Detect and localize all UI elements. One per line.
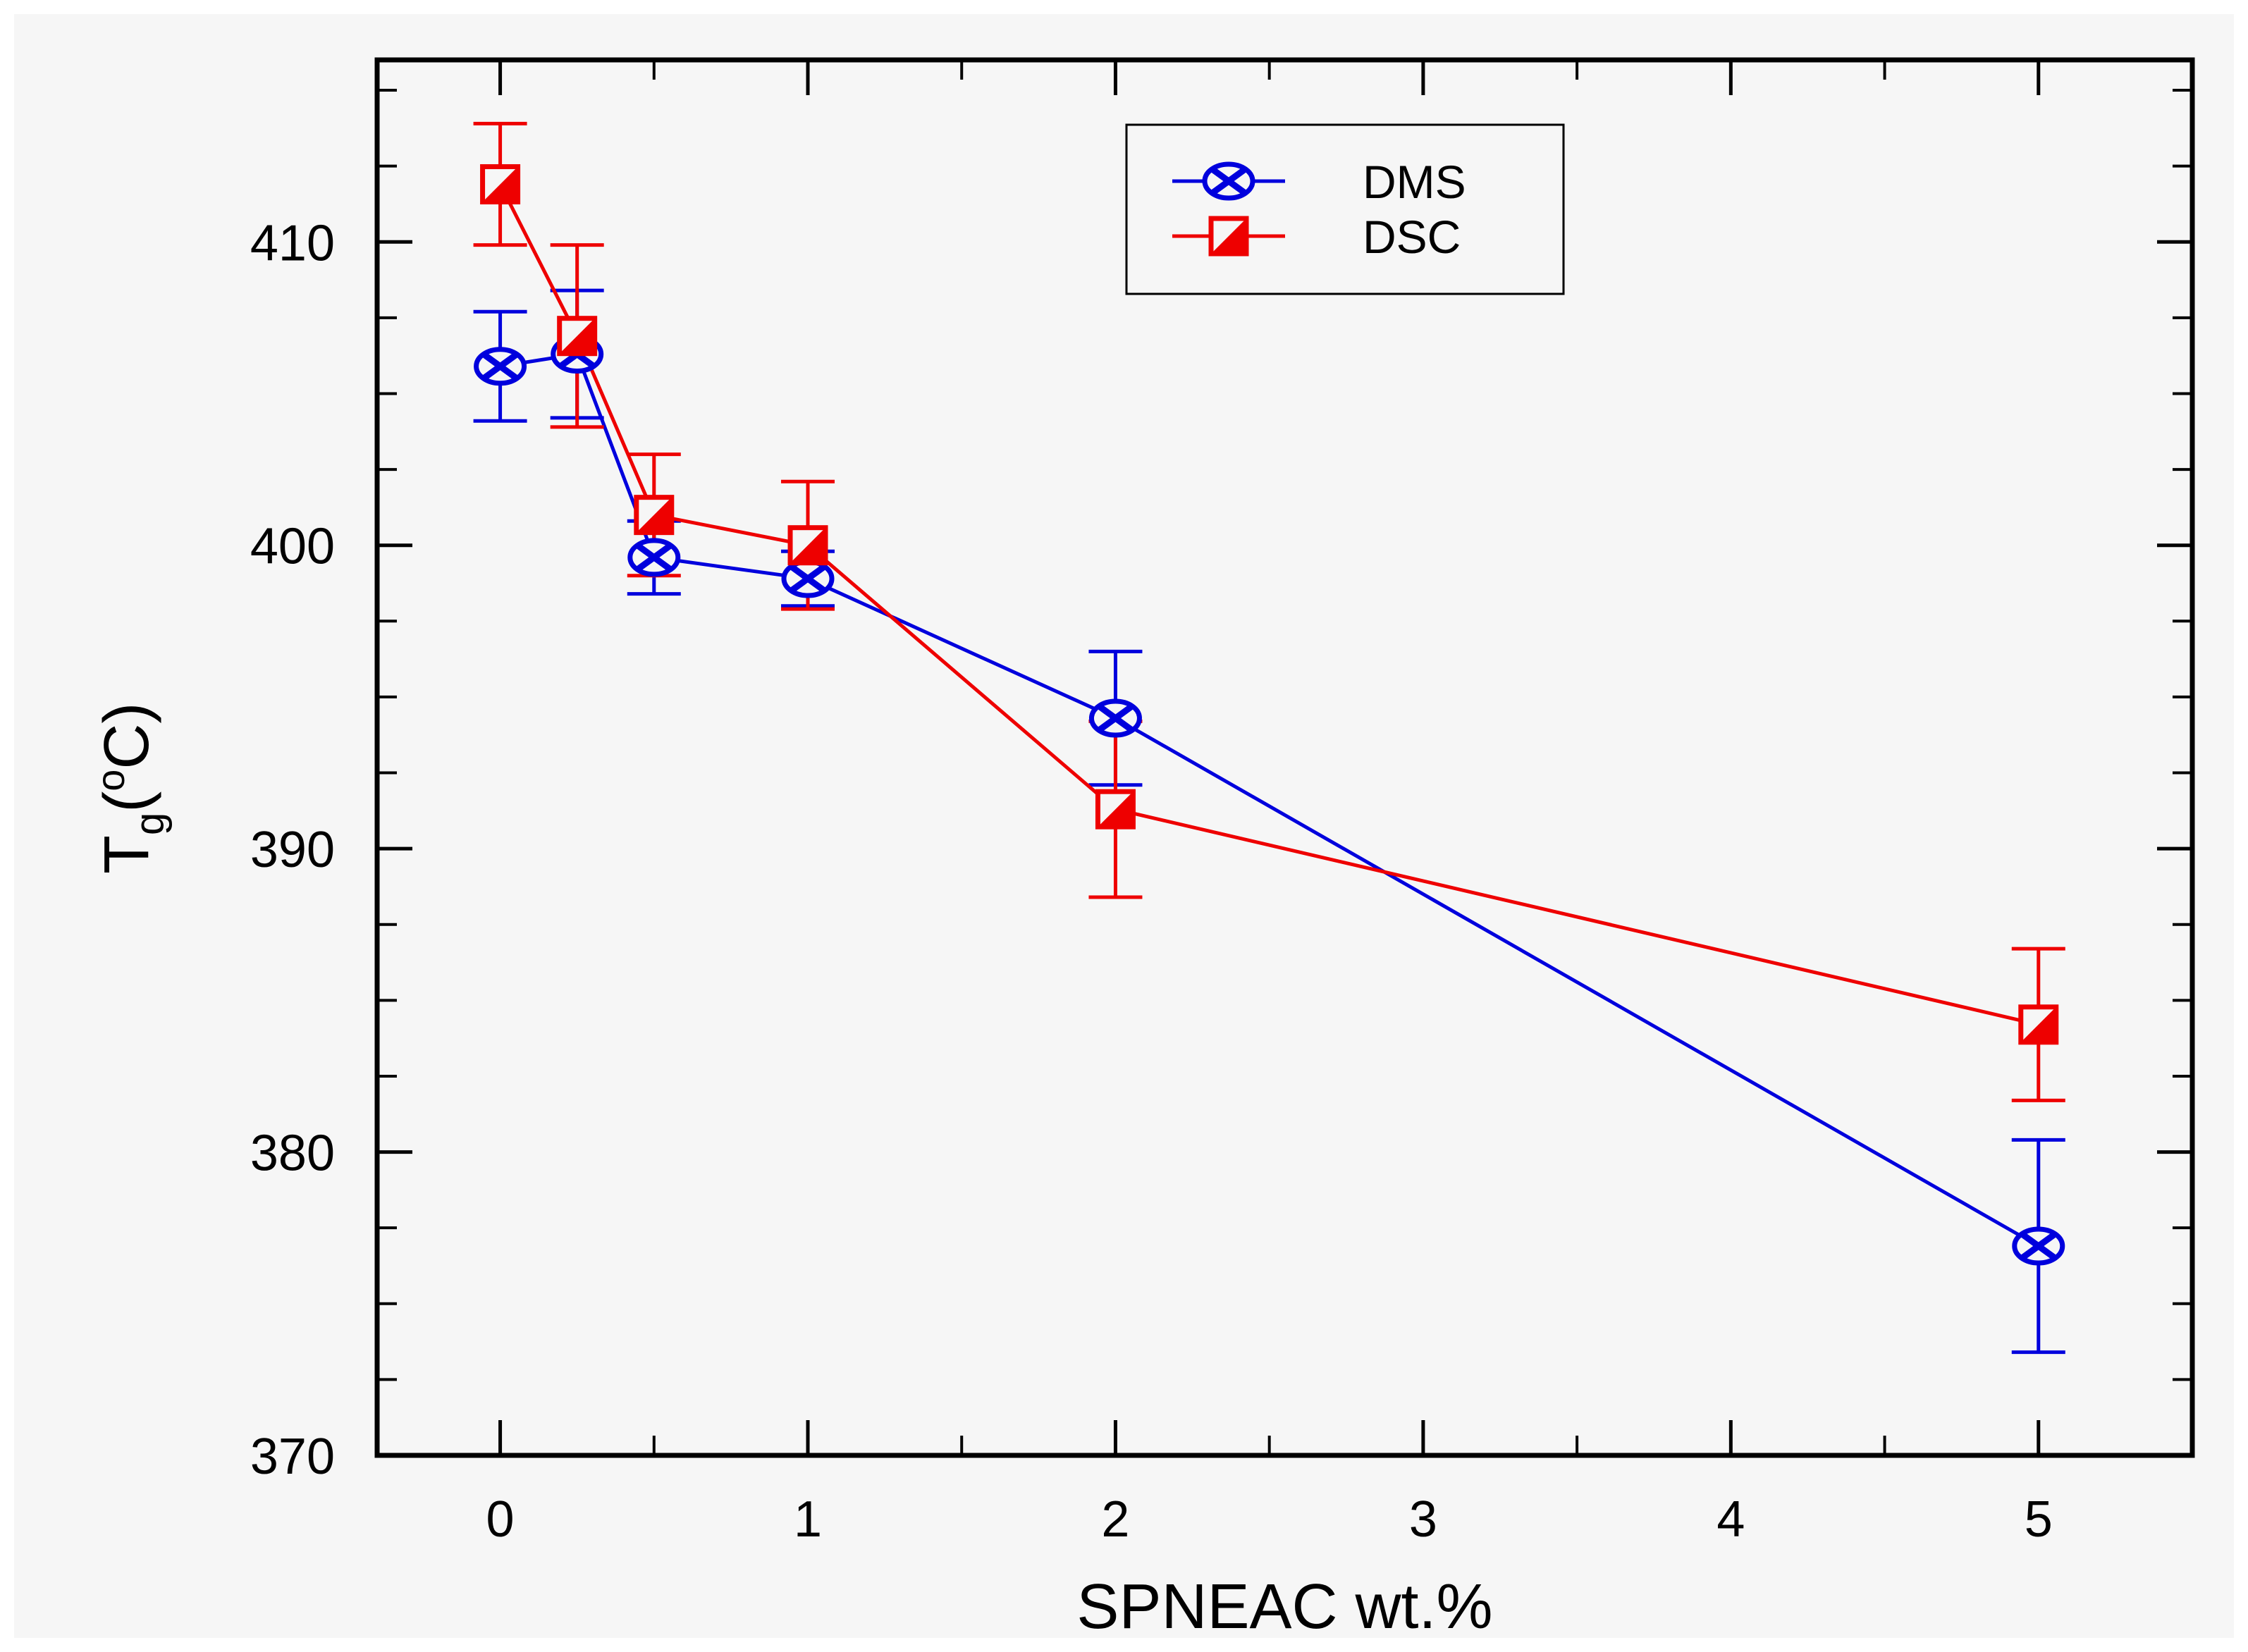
figure-panel: 0 1 2 3 4 5 370 380 390 400 410 SPNEAC wt.% Tg(oC)… [14,14,2234,1638]
y-tick-label: 400 [250,519,335,575]
legend-box [1125,123,1565,295]
y-axis-title-unit: C) [92,703,162,770]
dms-line [500,352,2040,1248]
legend-label-dsc: DSC [1363,211,1461,263]
dms-series [473,288,2065,1355]
x-tick-label: 0 [486,1491,515,1548]
plot-series [473,121,2065,1355]
dsc-markers [480,164,2059,1045]
dms-marker-cross [790,565,825,593]
y-axis-title: Tg(oC) [88,703,173,874]
dsc-line [498,183,2039,1027]
x-axis-title: SPNEAC wt.% [1076,1572,1492,1638]
x-tick-label: 4 [1716,1491,1745,1548]
y-tick-label: 370 [250,1429,335,1485]
dms-marker-cross [637,543,672,572]
dms-marker-cross [482,352,518,381]
chart: 0 1 2 3 4 5 370 380 390 400 410 SPNEAC wt.% Tg(oC)… [88,57,2195,1638]
x-tick-label: 2 [1101,1491,1129,1548]
y-axis-title-open: ( [92,791,162,813]
x-tick-label: 3 [1409,1491,1437,1548]
dsc-marker-fill [1098,791,1134,827]
y-axis-title-main: T [92,835,162,874]
legend-label-dms: DMS [1363,156,1466,208]
dsc-marker-fill [559,318,595,354]
y-tick-label: 380 [250,1126,335,1182]
dsc-marker-fill [790,527,826,563]
dms-marker-cross [1211,167,1246,195]
dms-marker-cross [1098,704,1134,732]
plot-frame [374,57,2195,1458]
dsc-marker-fill [636,497,672,533]
dms-marker-cross [2021,1232,2056,1260]
x-tick-label: 1 [794,1491,822,1548]
dsc-marker-fill [2020,1006,2056,1042]
x-tick-label: 5 [2025,1491,2053,1548]
y-tick-label: 410 [250,215,335,271]
tick-labels: 0 1 2 3 4 5 370 380 390 400 410 [250,215,2053,1548]
dsc-marker-fill [482,166,518,202]
dsc-marker-fill [1211,218,1246,254]
y-axis-title-sub: g [127,813,173,835]
y-tick-label: 390 [250,822,335,878]
y-axis-title-degree: o [88,770,133,791]
